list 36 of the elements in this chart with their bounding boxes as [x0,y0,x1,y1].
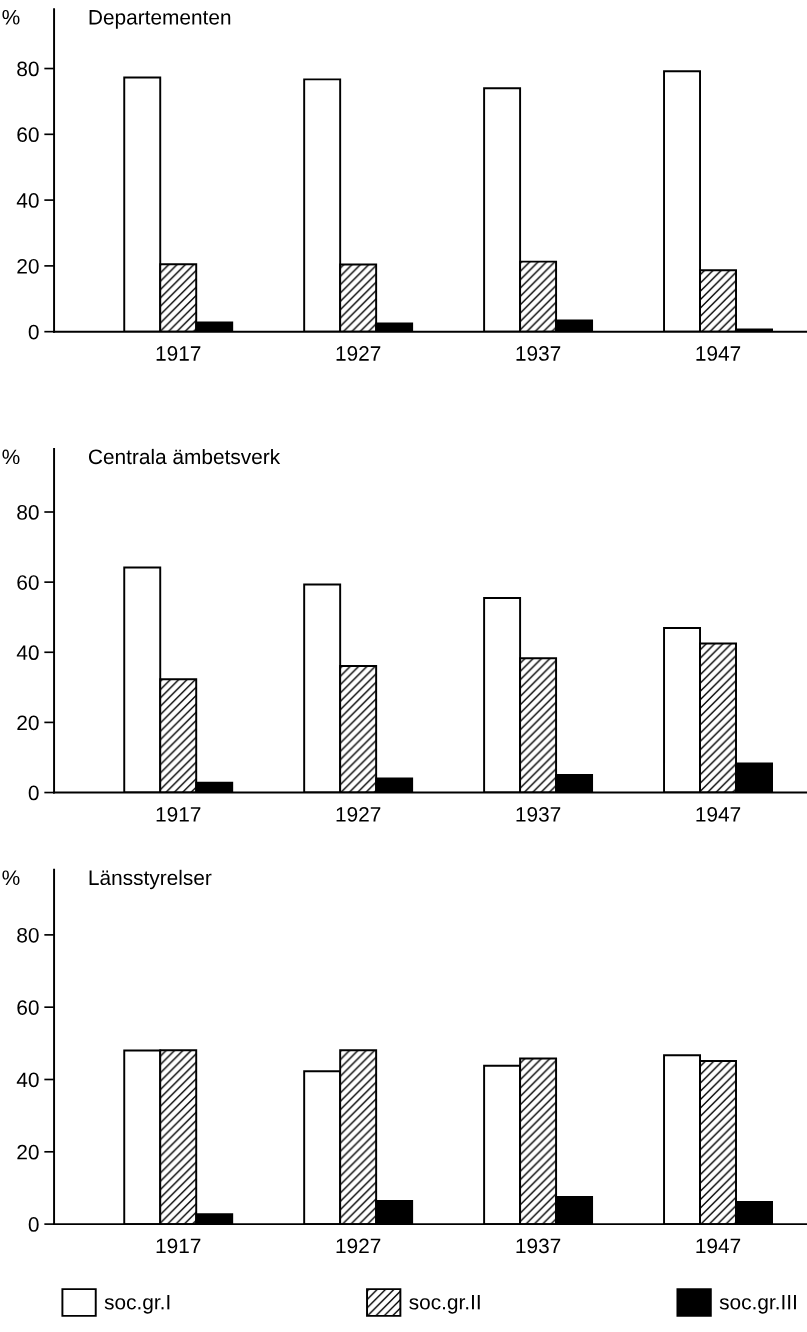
y-tick-label: 60 [17,1000,39,1015]
x-tick-label: 1937 [516,1238,561,1254]
y-axis-title: % [2,9,20,25]
y-tick-label: 80 [17,61,39,77]
x-tick-label: 1917 [156,346,201,361]
x-tick-label: 1947 [696,1238,741,1254]
y-tick-label: 0 [28,1217,39,1232]
y-tick-label: 0 [28,785,39,801]
x-tick-label: 1937 [516,806,561,822]
x-tick-label: 1947 [696,806,741,822]
y-axis-title: % [2,449,20,465]
y-tick-label: 80 [17,927,39,943]
y-tick-label: 80 [17,505,39,520]
x-tick-label: 1927 [336,346,381,361]
y-tick-label: 60 [17,127,39,143]
legend-label: soc.gr.III [719,1295,796,1314]
chart-title: Departementen [89,10,231,29]
y-tick-label: 20 [17,1144,39,1160]
chart-title: Länsstyrelser [89,869,212,890]
y-tick-label: 20 [17,715,39,731]
x-tick-label: 1917 [156,806,201,822]
legend-label: soc.gr.II [409,1295,480,1314]
x-tick-label: 1917 [156,1238,201,1254]
y-tick-label: 20 [17,258,39,274]
x-tick-label: 1927 [336,806,381,822]
x-tick-label: 1927 [336,1238,381,1254]
y-tick-label: 40 [16,645,39,661]
y-tick-label: 40 [16,193,39,208]
y-axis-title: % [2,870,20,886]
y-tick-label: 0 [28,324,39,340]
y-tick-label: 60 [17,575,39,590]
x-tick-label: 1937 [516,346,561,361]
y-tick-label: 40 [16,1072,39,1088]
chart-title: Centrala ämbetsverk [88,448,281,465]
legend-label: soc.gr.I [104,1295,170,1314]
x-tick-label: 1947 [696,346,741,361]
